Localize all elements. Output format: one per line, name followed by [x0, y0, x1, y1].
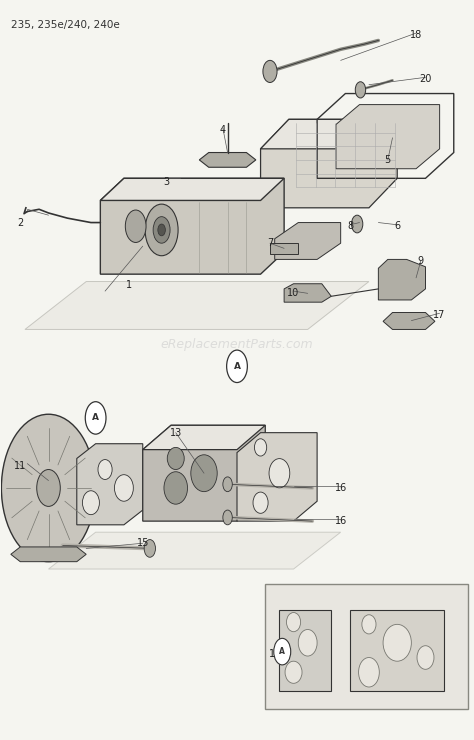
Text: 2: 2	[17, 218, 23, 228]
Ellipse shape	[253, 492, 268, 514]
Text: 3: 3	[163, 177, 169, 187]
Text: 10: 10	[287, 288, 300, 297]
Circle shape	[144, 539, 155, 557]
Text: 5: 5	[385, 155, 391, 165]
Ellipse shape	[383, 625, 411, 662]
Polygon shape	[237, 433, 317, 521]
Circle shape	[223, 477, 232, 491]
Polygon shape	[383, 312, 435, 329]
Circle shape	[125, 210, 146, 243]
Circle shape	[153, 217, 170, 243]
Ellipse shape	[362, 615, 376, 634]
FancyBboxPatch shape	[265, 584, 468, 709]
Circle shape	[223, 510, 232, 525]
Ellipse shape	[115, 474, 133, 501]
Text: 20: 20	[419, 74, 432, 84]
Polygon shape	[143, 425, 265, 450]
Ellipse shape	[358, 658, 379, 687]
Text: eReplacementParts.com: eReplacementParts.com	[161, 337, 313, 351]
Text: 235, 235e/240, 240e: 235, 235e/240, 240e	[11, 20, 119, 30]
Text: 11: 11	[14, 461, 27, 471]
Ellipse shape	[191, 455, 217, 491]
Ellipse shape	[167, 448, 184, 469]
Text: 16: 16	[335, 483, 347, 493]
Text: A: A	[279, 647, 285, 656]
Text: 18: 18	[410, 30, 422, 39]
Text: A: A	[92, 414, 99, 423]
Polygon shape	[77, 444, 143, 525]
Text: 17: 17	[433, 310, 446, 320]
Ellipse shape	[82, 491, 100, 514]
Ellipse shape	[164, 471, 188, 504]
Circle shape	[158, 224, 165, 236]
Circle shape	[274, 639, 291, 665]
Polygon shape	[100, 178, 284, 201]
Polygon shape	[100, 178, 284, 274]
Polygon shape	[350, 610, 444, 690]
Polygon shape	[199, 152, 256, 167]
Polygon shape	[378, 260, 426, 300]
Circle shape	[85, 402, 106, 434]
Text: 1: 1	[126, 280, 132, 290]
Ellipse shape	[417, 646, 434, 669]
Polygon shape	[270, 243, 298, 254]
Text: 6: 6	[394, 221, 400, 231]
Polygon shape	[11, 547, 86, 562]
Text: A: A	[234, 362, 240, 371]
Circle shape	[1, 414, 96, 562]
Text: 19: 19	[269, 649, 281, 659]
Polygon shape	[279, 610, 331, 690]
Circle shape	[227, 350, 247, 383]
Polygon shape	[336, 104, 439, 169]
Text: 13: 13	[170, 428, 182, 437]
Polygon shape	[261, 119, 397, 208]
Text: 9: 9	[418, 256, 424, 266]
Text: 7: 7	[267, 238, 273, 248]
Circle shape	[263, 61, 277, 82]
Circle shape	[356, 81, 365, 98]
Ellipse shape	[285, 662, 302, 683]
Polygon shape	[25, 281, 369, 329]
Text: 4: 4	[220, 125, 226, 135]
Polygon shape	[48, 532, 341, 569]
Polygon shape	[275, 223, 341, 260]
Text: 8: 8	[347, 221, 353, 231]
Circle shape	[36, 469, 60, 506]
Polygon shape	[284, 283, 331, 302]
Ellipse shape	[255, 439, 267, 456]
Text: 15: 15	[137, 538, 149, 548]
Ellipse shape	[286, 613, 301, 632]
Polygon shape	[143, 425, 265, 521]
Ellipse shape	[98, 460, 112, 480]
Polygon shape	[261, 119, 397, 149]
Circle shape	[145, 204, 178, 256]
Circle shape	[352, 215, 363, 233]
Text: 16: 16	[335, 516, 347, 526]
Ellipse shape	[269, 459, 290, 488]
Ellipse shape	[298, 630, 317, 656]
